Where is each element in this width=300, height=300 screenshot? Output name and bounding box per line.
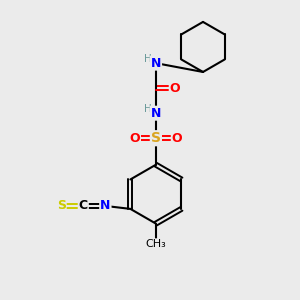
Text: N: N <box>151 107 161 120</box>
Text: S: S <box>151 131 161 145</box>
Text: C: C <box>79 200 88 212</box>
Text: N: N <box>151 57 161 70</box>
Text: N: N <box>100 200 110 212</box>
Text: H: H <box>144 54 152 64</box>
Text: O: O <box>172 132 182 145</box>
Text: CH₃: CH₃ <box>146 239 166 249</box>
Text: O: O <box>170 82 180 95</box>
Text: S: S <box>57 200 66 212</box>
Text: O: O <box>129 132 140 145</box>
Text: H: H <box>144 104 152 114</box>
